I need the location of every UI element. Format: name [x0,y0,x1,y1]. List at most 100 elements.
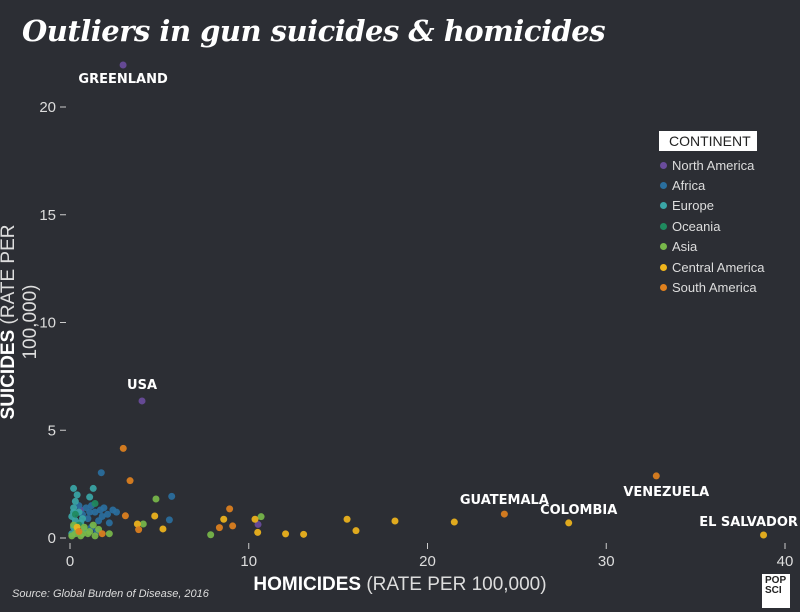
data-point-asia [105,530,113,538]
logo-line-2: SCI [765,585,782,596]
logo-line-1: POP [765,575,787,586]
data-point-asia [91,532,99,540]
legend-dot-icon [660,182,667,190]
legend-label: South America [672,280,757,296]
data-point-africa [112,508,120,516]
legend: CONTINENT North America Africa Europe Ocean… [659,131,764,298]
annotation-label: GREENLAND [78,72,168,87]
data-point-north-america [254,520,262,528]
data-point-africa [95,517,103,525]
data-point-south-america [229,522,237,530]
x-tick-label: 30 [598,553,615,570]
data-point-africa [84,515,92,523]
y-tick-label: 15 [39,207,56,224]
source-note: Source: Global Burden of Disease, 2016 [12,588,209,600]
data-point-asia [152,495,160,503]
chart-title: Outliers in gun suicides & homicides [22,14,606,48]
data-point-oceania [71,510,79,518]
annotation-label: EL SALVADOR [699,515,798,530]
x-axis-label: HOMICIDES (RATE PER 100,000) [0,574,800,596]
data-point-africa [97,469,105,477]
data-point-central-america [391,517,399,525]
legend-item-oceania: Oceania [660,216,764,236]
data-point-central-america [159,525,167,533]
y-tick-label: 20 [39,99,56,116]
x-tick-label: 20 [419,553,436,570]
data-point-south-america [215,524,223,532]
data-point-europe [71,497,79,505]
data-point-europe [70,484,78,492]
data-point-south-america [119,444,127,452]
data-point-europe [73,491,81,499]
legend-label: Asia [672,239,698,255]
data-point-south-america [226,505,234,513]
legend-item-europe: Europe [660,196,764,216]
data-point-central-america [251,515,259,523]
data-point-oceania [91,500,99,508]
y-tick-label: 10 [39,315,56,332]
data-point-south-america [135,526,143,534]
data-point-south-america [121,512,129,520]
data-point-africa [104,510,112,518]
data-point-central-america [450,518,458,526]
data-point-africa [86,508,94,516]
data-point-asia [139,520,147,528]
data-point-central-america [151,512,159,520]
x-tick-label: 10 [240,553,257,570]
legend-item-central-america: Central America [660,257,764,277]
legend-item-africa: Africa [660,175,764,195]
data-point-asia [257,513,265,521]
annotation-label: GUATEMALA [460,493,549,508]
data-point-asia [89,521,97,529]
data-point-central-america [282,530,290,538]
legend-dot-icon [660,222,667,230]
data-point-south-america [652,472,660,480]
x-axis-label-unit: (RATE PER 100,000) [366,574,547,595]
annotation-label: VENEZUELA [623,485,709,500]
legend-label: North America [672,157,755,173]
y-tick-label: 0 [48,530,56,547]
legend-item-south-america: South America [660,277,764,297]
data-point-central-america [220,515,228,523]
legend-item-asia: Asia [660,237,764,257]
data-point-europe [86,493,94,501]
data-point-south-america [75,528,83,536]
data-point-central-america [254,528,262,536]
legend-label: Central America [672,259,765,275]
data-point-europe [79,515,87,523]
data-point-south-america [500,510,508,518]
data-point-africa [91,508,99,516]
data-point-africa [105,519,113,527]
data-point-europe [89,484,97,492]
data-point-north-america [138,397,146,405]
data-point-asia [86,528,94,536]
data-point-africa [165,516,173,524]
popsci-logo: POP SCI [762,574,790,608]
data-point-central-america [300,530,308,538]
data-point-central-america [133,520,141,528]
annotation-label: COLOMBIA [540,503,617,518]
data-point-central-america [565,519,573,527]
data-point-africa [168,492,176,500]
data-point-north-america [119,61,127,69]
y-tick-label: 5 [48,422,56,439]
data-point-central-america [760,531,768,539]
legend-dot-icon [660,284,667,292]
data-point-central-america [352,527,360,535]
x-tick-label: 40 [777,553,794,570]
y-axis-label-main: SUICIDES [0,329,19,420]
legend-dot-icon [660,263,667,271]
data-point-central-america [343,515,351,523]
x-axis-label-main: HOMICIDES [253,574,362,595]
y-axis-label: SUICIDES (RATE PER 100,000) [0,192,42,452]
legend-item-north-america: North America [660,155,764,175]
data-point-south-america [126,477,134,485]
legend-label: Oceania [672,218,721,234]
data-point-south-america [98,530,106,538]
data-point-africa [96,506,104,514]
legend-label: Europe [672,198,714,214]
legend-dot-icon [660,161,667,169]
legend-title: CONTINENT [659,131,757,151]
annotation-label: USA [127,378,157,393]
